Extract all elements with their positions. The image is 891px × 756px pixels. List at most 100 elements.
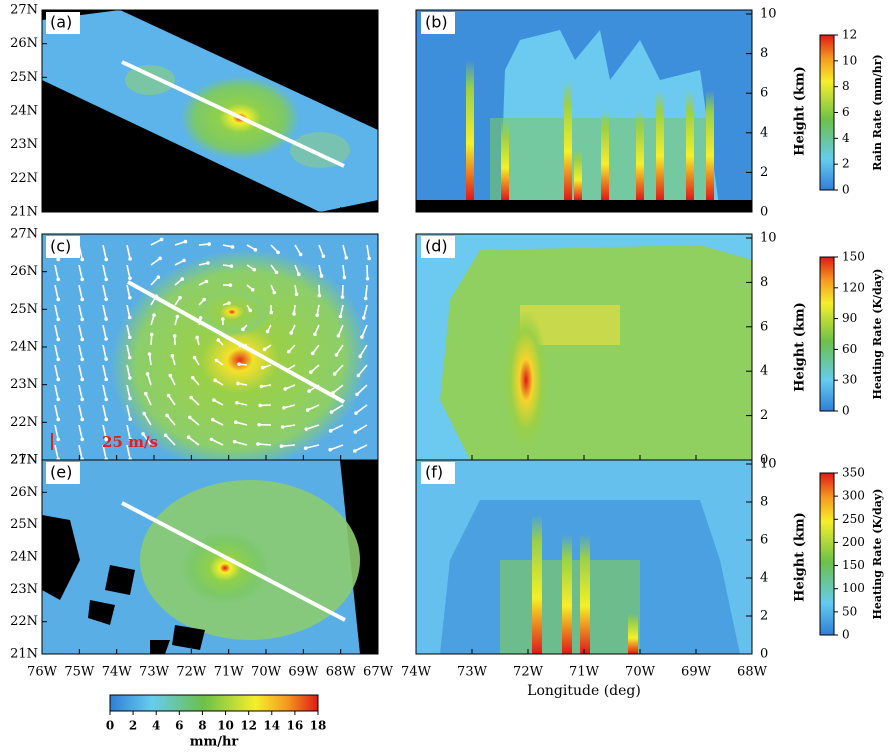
colorbar-tick-label: 18 <box>310 719 327 733</box>
wind-arrow-head <box>364 297 368 301</box>
wind-arrow-head <box>56 318 60 322</box>
wind-arrow-head <box>229 283 233 287</box>
panel-label: (c) <box>50 237 71 256</box>
colorbar-tick-label: 300 <box>842 489 865 503</box>
colorbar-tick-label: 60 <box>842 342 857 356</box>
wind-arrow-head <box>335 353 339 357</box>
colorbar-label: mm/hr <box>190 735 239 750</box>
wind-arrow-head <box>269 311 273 315</box>
wind-arrow-head <box>354 411 358 415</box>
lat-tick-label: 27N <box>10 3 38 18</box>
wind-arrow-head <box>353 430 357 434</box>
wind-arrow-head <box>252 268 256 272</box>
wind-arrow-head <box>80 438 84 442</box>
wind-arrow-head <box>315 313 319 317</box>
wind-arrow-head <box>276 251 280 255</box>
streak <box>574 150 582 200</box>
wind-arrow-head <box>241 328 245 332</box>
wind-arrow-head <box>292 312 296 316</box>
height-tick-label: 2 <box>760 165 768 180</box>
colorbar-tick-label: 6 <box>175 719 183 733</box>
lat-tick-label: 21N <box>10 647 38 662</box>
wind-arrow-head <box>299 253 303 257</box>
lat-tick-label: 25N <box>10 517 38 532</box>
wind-arrow-head <box>234 420 238 424</box>
wind-arrow-head <box>295 292 299 296</box>
wind-arrow-head <box>202 298 206 302</box>
wind-arrow-head <box>357 374 361 378</box>
wind-arrow-head <box>358 355 362 359</box>
wind-arrow-head <box>80 338 84 342</box>
colorbar-tick-label: 0 <box>106 719 114 733</box>
colorbar-tick-label: 12 <box>240 719 257 733</box>
wind-arrow-head <box>275 271 279 275</box>
wind-arrow-head <box>263 348 267 352</box>
colorbar-label: Heating Rate (K/day) <box>871 489 884 620</box>
wind-arrow-head <box>128 376 132 380</box>
wind-arrow-head <box>215 359 219 363</box>
height-tick-label: 10 <box>760 457 777 472</box>
wind-arrow-head <box>167 394 171 398</box>
colorbar-tick-label: 4 <box>842 131 850 145</box>
wind-arrow-head <box>353 449 357 453</box>
wind-arrow-head <box>128 316 132 320</box>
wind-arrow-head <box>287 350 291 354</box>
wind-arrow-head <box>211 418 215 422</box>
wind-arrow-head <box>182 259 186 263</box>
colorbar-tick-label: 10 <box>217 719 234 733</box>
colorbar-tick-label: 2 <box>842 157 850 171</box>
streak <box>686 90 694 200</box>
panel-label: (d) <box>425 237 448 256</box>
wind-arrow-head <box>168 374 172 378</box>
wind-arrow-head <box>193 356 197 360</box>
colorbar-tick-label: 200 <box>842 535 865 549</box>
section-d <box>416 234 752 460</box>
lat-tick-label: 26N <box>10 485 38 500</box>
lon-tick-label: 74W <box>102 665 133 680</box>
height-tick-label: 8 <box>760 46 768 61</box>
wind-arrow-head <box>104 418 108 422</box>
wind-arrow-head <box>355 393 359 397</box>
wind-arrow-head <box>212 398 216 402</box>
wind-arrow-head <box>104 378 108 382</box>
wind-arrow-head <box>281 425 285 429</box>
wind-arrow-head <box>80 298 84 302</box>
wind-arrow-head <box>236 382 240 386</box>
wind-arrow-head <box>329 429 333 433</box>
height-label: Height (km) <box>793 512 808 602</box>
colorbar-tick-label: 50 <box>842 604 857 618</box>
height-tick-label: 4 <box>760 571 768 586</box>
colorbar-tick-label: 250 <box>842 512 865 526</box>
colorbar-tick-label: 150 <box>842 558 865 572</box>
section-b <box>416 10 752 212</box>
wind-arrow-head <box>56 418 60 422</box>
wind-arrow-head <box>170 354 174 358</box>
lat-tick-label: 22N <box>10 415 38 430</box>
colorbar <box>820 35 834 190</box>
colorbar-tick-label: 90 <box>842 311 857 325</box>
wind-arrow-head <box>56 398 60 402</box>
wind-arrow-head <box>311 352 315 356</box>
wind-arrow-head <box>306 408 310 412</box>
wind-arrow-head <box>237 362 241 366</box>
wind-arrow-head <box>272 291 276 295</box>
lon-tick-label: 73W <box>457 665 488 680</box>
lon-tick-label: 69W <box>681 665 712 680</box>
colorbar-tick-label: 4 <box>152 719 160 733</box>
wind-arrow-head <box>80 418 84 422</box>
colorbar <box>110 695 318 711</box>
wind-arrow-head <box>187 435 191 439</box>
wind-arrow-head <box>313 333 317 337</box>
wind-arrow-head <box>231 245 235 249</box>
wind-arrow-head <box>104 278 108 282</box>
wind-arrow-head <box>56 298 60 302</box>
colorbar-tick-label: 14 <box>263 719 280 733</box>
wind-arrow-head <box>128 417 132 421</box>
height-tick-label: 2 <box>760 609 768 624</box>
lon-tick-label: 75W <box>64 665 95 680</box>
wind-arrow-head <box>104 297 108 301</box>
wind-arrow-head <box>344 256 348 260</box>
lat-tick-label: 23N <box>10 137 38 152</box>
wind-arrow-head <box>260 385 264 389</box>
